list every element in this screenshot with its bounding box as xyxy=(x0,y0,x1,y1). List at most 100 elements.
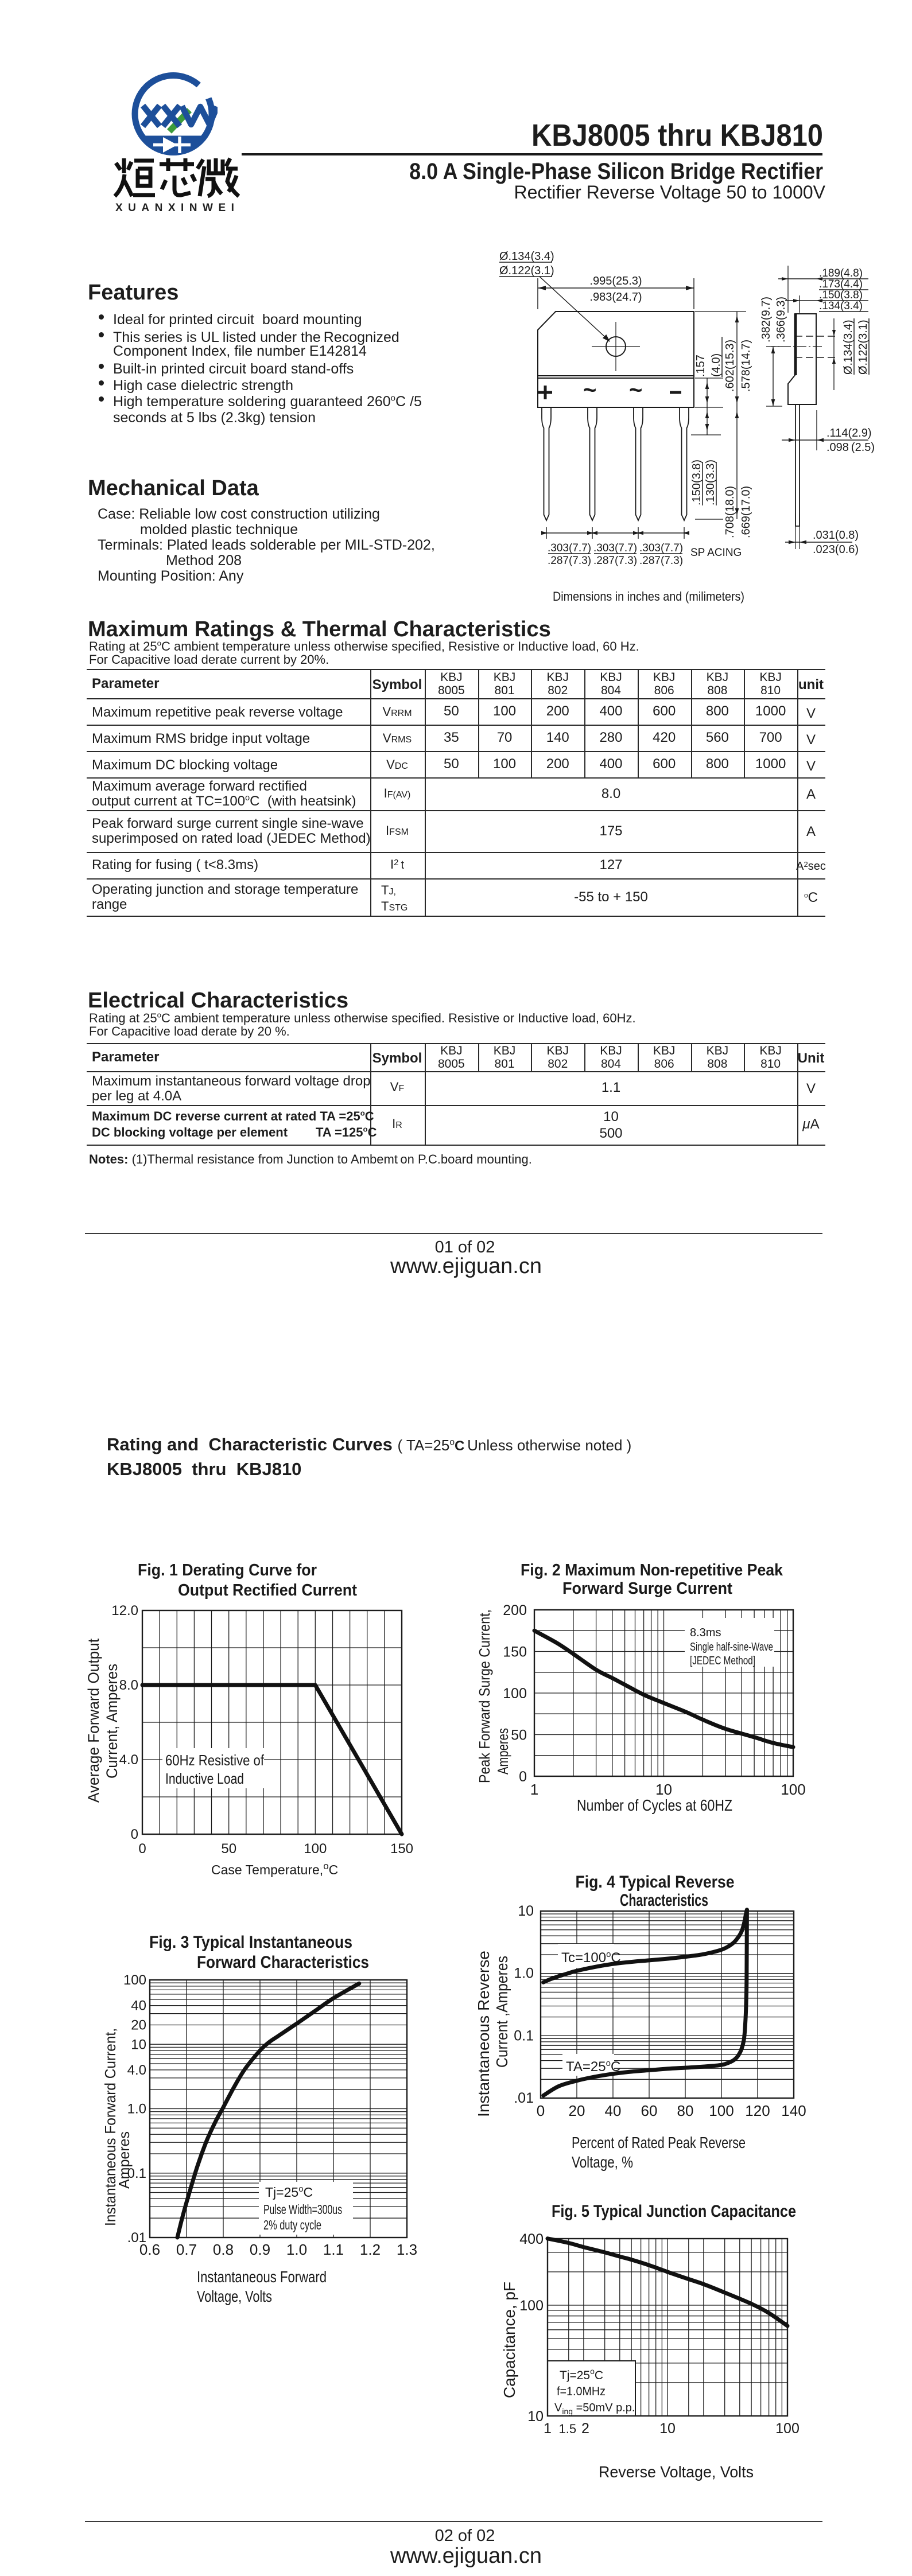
svg-text:140: 140 xyxy=(781,2102,806,2119)
svg-text:.303(7.7): .303(7.7) xyxy=(639,542,683,554)
svg-text:.287(7.3): .287(7.3) xyxy=(639,555,683,567)
svg-text:1.0: 1.0 xyxy=(127,2102,146,2117)
svg-text:.669(17.0): .669(17.0) xyxy=(740,486,752,538)
svg-text:.173(4.4): .173(4.4) xyxy=(819,278,863,290)
svg-text:.602(15.3): .602(15.3) xyxy=(724,340,736,392)
svg-text:100: 100 xyxy=(304,1841,327,1857)
svg-text:10: 10 xyxy=(527,2408,544,2425)
svg-text:.098 (2.5): .098 (2.5) xyxy=(826,441,875,454)
svg-text:~: ~ xyxy=(583,378,596,403)
svg-text:Current ,Amperes: Current ,Amperes xyxy=(493,1956,511,2068)
svg-text:.366(9.3): .366(9.3) xyxy=(775,297,787,343)
svg-text:Fig. 1 Derating Curve for: Fig. 1 Derating Curve for xyxy=(138,1561,317,1579)
svg-text:~: ~ xyxy=(629,378,642,403)
svg-text:120: 120 xyxy=(745,2102,770,2119)
svg-text:.130(3.3): .130(3.3) xyxy=(704,460,717,505)
svg-text:Forward Characteristics: Forward Characteristics xyxy=(197,1953,369,1972)
svg-text:Inductive Load: Inductive Load xyxy=(165,1770,244,1787)
svg-text:100: 100 xyxy=(781,1781,805,1798)
svg-text:400: 400 xyxy=(519,2231,544,2247)
svg-text:Capacitance, pF: Capacitance, pF xyxy=(500,2282,518,2398)
svg-text:Average Forward Output: Average Forward Output xyxy=(85,1639,102,1803)
svg-text:1.1: 1.1 xyxy=(323,2241,344,2258)
svg-text:0: 0 xyxy=(138,1841,146,1857)
svg-text:.01: .01 xyxy=(514,2090,534,2106)
svg-text:Tj=25oC: Tj=25oC xyxy=(265,2184,313,2200)
svg-text:Instantaneous Forward Current,: Instantaneous Forward Current, xyxy=(102,2028,119,2226)
svg-text:0: 0 xyxy=(519,1769,527,1785)
svg-text:.995(25.3): .995(25.3) xyxy=(589,275,642,287)
svg-text:4.0: 4.0 xyxy=(127,2063,146,2078)
svg-text:150: 150 xyxy=(503,1644,527,1660)
svg-text:1: 1 xyxy=(530,1781,538,1798)
svg-text:1.3: 1.3 xyxy=(397,2241,417,2258)
svg-text:10: 10 xyxy=(131,2037,146,2052)
svg-text:1.5: 1.5 xyxy=(559,2422,577,2436)
svg-text:(4.0): (4.0) xyxy=(710,353,723,377)
svg-text:40: 40 xyxy=(605,2102,622,2119)
svg-text:Voltage, %: Voltage, % xyxy=(572,2153,633,2171)
svg-text:150: 150 xyxy=(390,1841,413,1857)
svg-text:.708(18.0): .708(18.0) xyxy=(724,486,736,538)
svg-text:.01: .01 xyxy=(127,2230,146,2246)
svg-text:1.2: 1.2 xyxy=(360,2241,381,2258)
svg-text:SP ACING: SP ACING xyxy=(690,547,742,559)
svg-text:0.8: 0.8 xyxy=(213,2241,234,2258)
svg-text:50: 50 xyxy=(221,1841,236,1857)
svg-text:Reverse Voltage, Volts: Reverse Voltage, Volts xyxy=(599,2463,754,2481)
svg-text:200: 200 xyxy=(503,1602,527,1618)
svg-text:10: 10 xyxy=(655,1781,672,1798)
svg-text:Characteristics: Characteristics xyxy=(620,1891,708,1910)
svg-text:Ø.122(3.1): Ø.122(3.1) xyxy=(499,264,554,277)
svg-text:.189(4.8): .189(4.8) xyxy=(819,267,863,279)
svg-text:60: 60 xyxy=(641,2102,658,2119)
svg-text:100: 100 xyxy=(775,2421,800,2437)
svg-text:0: 0 xyxy=(131,1827,138,1842)
svg-text:Amperes: Amperes xyxy=(115,2131,133,2189)
svg-text:0: 0 xyxy=(537,2102,545,2119)
svg-text:TA=25oC: TA=25oC xyxy=(566,2059,620,2075)
svg-text:Fig. 4 Typical Reverse: Fig. 4 Typical Reverse xyxy=(576,1873,735,1892)
svg-text:Forward Surge Current: Forward Surge Current xyxy=(562,1579,732,1598)
svg-text:Case Temperature,oC: Case Temperature,oC xyxy=(211,1861,338,1877)
svg-text:f=1.0MHz: f=1.0MHz xyxy=(557,2385,606,2398)
svg-text:12.0: 12.0 xyxy=(111,1603,138,1618)
svg-text:8.3ms: 8.3ms xyxy=(690,1626,721,1639)
svg-text:Fig. 5 Typical Junction Capac: Fig. 5 Typical Junction Capacitance xyxy=(552,2202,796,2221)
svg-text:0.1: 0.1 xyxy=(514,2028,534,2044)
svg-text:0.6: 0.6 xyxy=(139,2241,160,2258)
svg-text:40: 40 xyxy=(131,1998,146,2014)
svg-text:80: 80 xyxy=(677,2102,694,2119)
svg-text:Ø.134(3.4): Ø.134(3.4) xyxy=(499,250,554,263)
svg-text:Output Rectified Current: Output Rectified Current xyxy=(178,1581,357,1600)
svg-text:.382(9.7): .382(9.7) xyxy=(760,297,773,343)
svg-text:60Hz Resistive of: 60Hz Resistive of xyxy=(165,1752,265,1769)
svg-text:10: 10 xyxy=(659,2421,676,2437)
svg-text:8.0: 8.0 xyxy=(119,1678,138,1693)
svg-text:Ving =50mV p.p.: Ving =50mV p.p. xyxy=(554,2402,635,2416)
svg-text:Single half-sine-Wave: Single half-sine-Wave xyxy=(690,1641,773,1653)
svg-text:.983(24.7): .983(24.7) xyxy=(589,291,642,303)
svg-text:Dimensions in inches and (mili: Dimensions in inches and (milimeters) xyxy=(553,589,744,604)
svg-text:20: 20 xyxy=(569,2102,585,2119)
svg-text:.134(3.4): .134(3.4) xyxy=(819,300,863,312)
svg-text:0.7: 0.7 xyxy=(176,2241,197,2258)
svg-text:Instantaneous Forward: Instantaneous Forward xyxy=(197,2268,327,2286)
svg-text:Number of Cycles at 60HZ: Number of Cycles at 60HZ xyxy=(577,1796,732,1814)
svg-text:.114(2.9): .114(2.9) xyxy=(826,427,872,439)
svg-text:.303(7.7): .303(7.7) xyxy=(593,542,637,554)
svg-text:100: 100 xyxy=(709,2102,734,2119)
svg-text:.150(3.8): .150(3.8) xyxy=(819,289,863,301)
svg-text:Peak Forward Surge Current,: Peak Forward Surge Current, xyxy=(476,1609,493,1783)
svg-text:Percent of Rated Peak Reverse: Percent of Rated Peak Reverse xyxy=(572,2134,746,2151)
svg-text:4.0: 4.0 xyxy=(119,1752,138,1768)
svg-text:Tj=25oC: Tj=25oC xyxy=(560,2367,603,2382)
svg-text:Instantaneous Reverse: Instantaneous Reverse xyxy=(475,1951,492,2117)
svg-text:[JEDEC Method]: [JEDEC Method] xyxy=(690,1655,755,1667)
svg-text:50: 50 xyxy=(511,1727,527,1744)
svg-text:.150(3.8): .150(3.8) xyxy=(690,460,703,505)
svg-text:Voltage, Volts: Voltage, Volts xyxy=(197,2287,272,2305)
svg-text:.031(0.8): .031(0.8) xyxy=(813,529,859,542)
svg-text:.287(7.3): .287(7.3) xyxy=(548,555,591,567)
svg-text:10: 10 xyxy=(518,1903,534,1919)
